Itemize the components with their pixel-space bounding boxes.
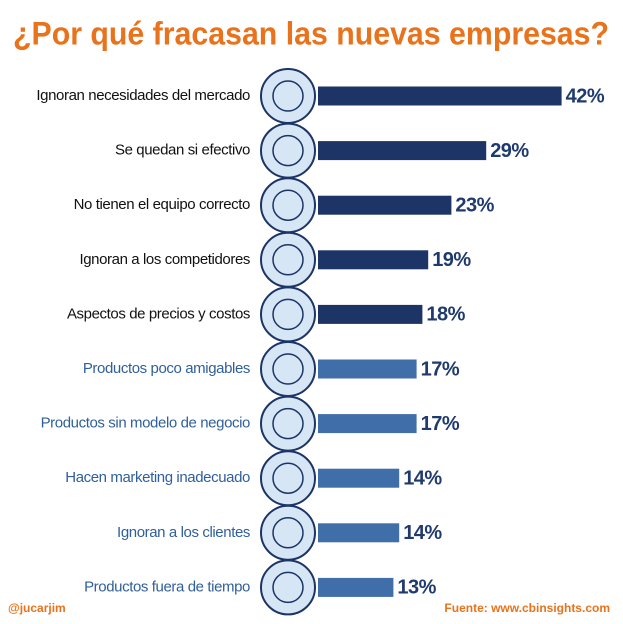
icon-inner	[272, 244, 304, 276]
value-label: 23%	[455, 194, 494, 216]
bar	[318, 359, 417, 379]
icon	[260, 395, 316, 452]
icon-inner	[272, 571, 304, 604]
category-label: Se quedan si efectivo	[115, 142, 250, 159]
value-label: 14%	[403, 522, 442, 544]
bar	[318, 304, 423, 324]
category-label: Ignoran necesidades del mercado	[36, 87, 250, 104]
icon	[260, 286, 316, 343]
bar	[318, 577, 394, 597]
icon-inner	[272, 462, 304, 494]
bar	[318, 414, 417, 434]
icon-inner	[272, 407, 304, 440]
bar	[318, 195, 452, 215]
icon-inner	[272, 298, 304, 331]
value-label: 42%	[566, 85, 605, 107]
icon	[260, 450, 316, 507]
bar	[318, 141, 487, 161]
icon	[260, 559, 316, 616]
value-label: 29%	[490, 140, 529, 162]
credit: @jucarjim	[8, 601, 66, 615]
icon-inner	[272, 353, 304, 385]
icon	[260, 68, 316, 124]
icon	[260, 177, 316, 234]
category-label: Ignoran a los clientes	[117, 524, 250, 541]
chart-title: ¿Por qué fracasan las nuevas empresas?	[13, 15, 609, 51]
category-label: No tienen el equipo correcto	[74, 196, 250, 213]
bar	[318, 250, 429, 270]
icon-inner	[272, 517, 304, 549]
value-label: 17%	[421, 358, 460, 380]
icon-inner	[272, 80, 304, 112]
value-label: 18%	[426, 304, 465, 326]
bar	[318, 523, 400, 543]
icon	[260, 504, 316, 561]
bar	[318, 468, 400, 488]
icon-inner	[272, 134, 304, 167]
category-label: Productos poco amigables	[83, 360, 250, 377]
value-label: 19%	[432, 249, 471, 271]
category-label: Productos fuera de tiempo	[84, 578, 250, 595]
icon-inner	[272, 189, 304, 221]
category-label: Productos sin modelo de negocio	[41, 415, 250, 432]
bar	[318, 86, 562, 106]
icon	[260, 231, 316, 288]
icon	[260, 122, 316, 179]
value-label: 14%	[403, 467, 442, 489]
category-label: Hacen marketing inadecuado	[65, 469, 250, 486]
category-label: Ignoran a los competidores	[79, 251, 250, 268]
value-label: 13%	[397, 577, 436, 599]
category-label: Aspectos de precios y costos	[67, 305, 250, 322]
source: Fuente: www.cbinsights.com	[444, 601, 610, 615]
icon	[260, 341, 316, 397]
value-label: 17%	[421, 413, 460, 435]
